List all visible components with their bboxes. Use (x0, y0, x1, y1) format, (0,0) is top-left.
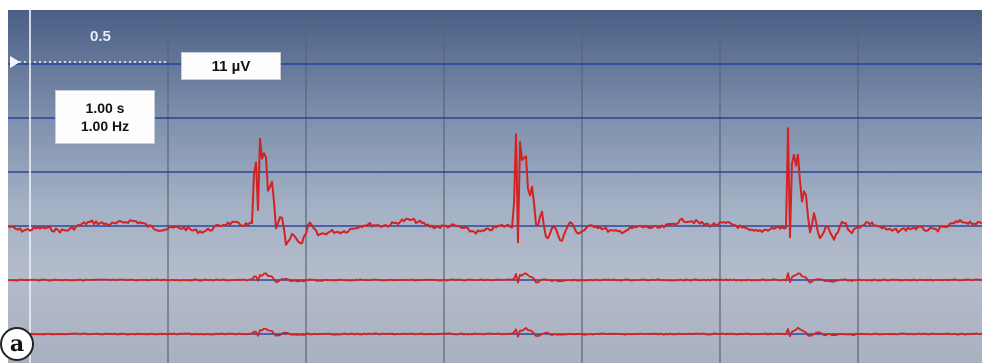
tertiary-trace (8, 326, 982, 338)
amplitude-label: 11 µV (211, 57, 251, 75)
vertical-grid (29, 10, 859, 363)
cursor-arrow (10, 56, 20, 68)
oscilloscope-screen: 0.5 11 µV 1.00 s 1.00 Hz (8, 10, 982, 363)
primary-trace (8, 127, 982, 246)
timebase-label: 1.00 s (85, 100, 125, 116)
timebase-readout: 1.00 s 1.00 Hz (55, 90, 155, 144)
secondary-trace (8, 272, 982, 284)
trace-canvas (8, 10, 982, 363)
scale-value: 0.5 (90, 28, 111, 45)
panel-label: a (0, 327, 34, 361)
time-cursor[interactable] (10, 10, 168, 363)
trace-group (8, 127, 982, 338)
panel-letter: a (9, 331, 25, 357)
amplitude-readout: 11 µV (181, 52, 281, 80)
frequency-label: 1.00 Hz (80, 118, 130, 134)
